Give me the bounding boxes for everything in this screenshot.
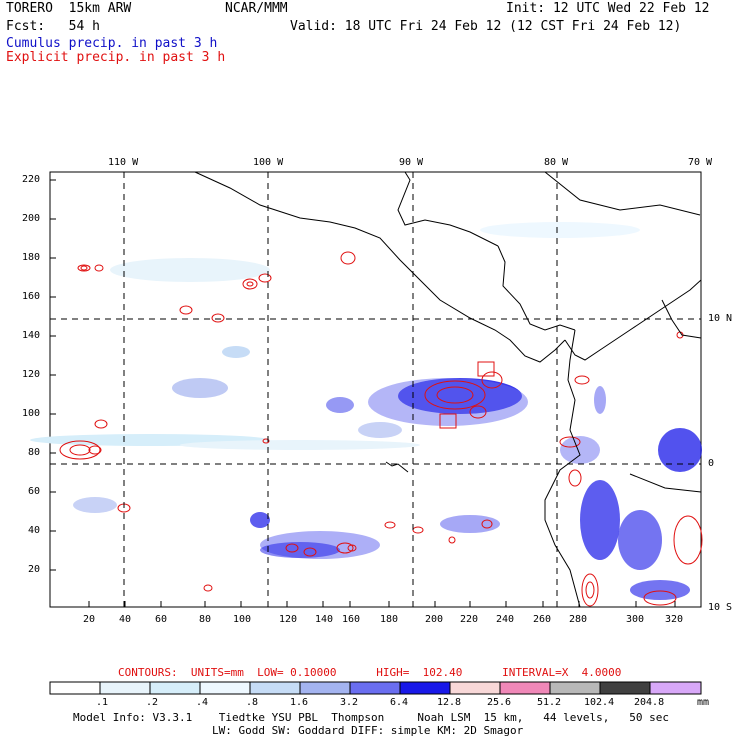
x-tick-label: 80 [199, 614, 212, 625]
lon-label-110w: 110 W [108, 157, 139, 168]
colorbar-label: 204.8 [634, 697, 665, 708]
colorbar-swatch [499, 681, 551, 695]
colorbar-label: 51.2 [537, 697, 562, 708]
valid-time: Valid: 18 UTC Fri 24 Feb 12 (12 CST Fri … [290, 19, 682, 34]
colorbar-label: 25.6 [487, 697, 512, 708]
cumulus-precip-shading [30, 222, 702, 600]
colorbar-unit: mm [697, 697, 710, 708]
colorbar-swatch [99, 681, 151, 695]
colorbar-label: 3.2 [340, 697, 359, 708]
model-info-line-2: LW: Godd SW: Goddard DIFF: simple KM: 2D… [212, 724, 524, 737]
y-tick-label: 220 [22, 174, 41, 185]
colorbar-swatch [549, 681, 601, 695]
x-tick-label: 320 [665, 614, 684, 625]
y-tick-label: 20 [28, 564, 41, 575]
axis-ticks [50, 179, 676, 607]
x-tick-label: 240 [496, 614, 515, 625]
x-tick-label: 260 [533, 614, 552, 625]
colorbar-swatch [349, 681, 401, 695]
x-tick-label: 140 [315, 614, 334, 625]
forecast-hour: Fcst: 54 h [6, 19, 100, 34]
lat-lon-grid [50, 172, 701, 607]
colorbar-label: 102.4 [584, 697, 615, 708]
x-tick-label: 20 [83, 614, 96, 625]
coastlines [194, 171, 702, 608]
colorbar-swatch [399, 681, 451, 695]
colorbar-swatch [149, 681, 201, 695]
lon-label-90w: 90 W [399, 157, 424, 168]
y-tick-label: 80 [28, 447, 41, 458]
init-time: Init: 12 UTC Wed 22 Feb 12 [506, 1, 710, 16]
colorbar-swatch [449, 681, 501, 695]
lon-label-100w: 100 W [253, 157, 284, 168]
x-tick-label: 120 [279, 614, 298, 625]
colorbar-label: 1.6 [290, 697, 309, 708]
lon-label-70w: 70 W [688, 157, 713, 168]
x-tick-label: 100 [233, 614, 252, 625]
colorbar-label: .2 [146, 697, 159, 708]
colorbar-swatch [249, 681, 301, 695]
lon-label-80w: 80 W [544, 157, 569, 168]
x-tick-label: 180 [380, 614, 399, 625]
lat-label-10s: 10 S [708, 602, 733, 613]
colorbar-swatch [199, 681, 251, 695]
y-tick-label: 180 [22, 252, 41, 263]
explicit-precip-contours [59, 251, 703, 607]
y-tick-label: 160 [22, 291, 41, 302]
lat-label-0: 0 [708, 458, 715, 469]
colorbar-swatch [599, 681, 651, 695]
cumulus-legend-label: Cumulus precip. in past 3 h [6, 36, 218, 51]
y-tick-label: 120 [22, 369, 41, 380]
lat-label-10n: 10 N [708, 313, 733, 324]
x-tick-label: 40 [119, 614, 132, 625]
colorbar-label: .4 [196, 697, 209, 708]
colorbar [49, 681, 702, 695]
x-tick-label: 160 [342, 614, 361, 625]
x-tick-label: 200 [425, 614, 444, 625]
x-tick-label: 280 [569, 614, 588, 625]
explicit-legend-label: Explicit precip. in past 3 h [6, 50, 226, 65]
model-title: TORERO 15km ARW [6, 1, 132, 16]
center-name: NCAR/MMM [225, 1, 288, 16]
colorbar-swatch [299, 681, 351, 695]
colorbar-label: .1 [96, 697, 109, 708]
contours-info: CONTOURS: UNITS=mm LOW= 0.10000 HIGH= 10… [118, 666, 622, 679]
x-tick-label: 60 [155, 614, 168, 625]
y-tick-label: 140 [22, 330, 41, 341]
colorbar-label: 6.4 [390, 697, 409, 708]
y-tick-label: 100 [22, 408, 41, 419]
colorbar-label: 12.8 [437, 697, 462, 708]
y-tick-label: 200 [22, 213, 41, 224]
colorbar-swatch [49, 681, 101, 695]
colorbar-swatch [649, 681, 702, 695]
x-tick-label: 220 [460, 614, 479, 625]
colorbar-label: .8 [246, 697, 259, 708]
model-info-line-1: Model Info: V3.3.1 Tiedtke YSU PBL Thomp… [73, 711, 670, 724]
y-tick-label: 40 [28, 525, 41, 536]
y-tick-label: 60 [28, 486, 41, 497]
x-tick-label: 300 [626, 614, 645, 625]
